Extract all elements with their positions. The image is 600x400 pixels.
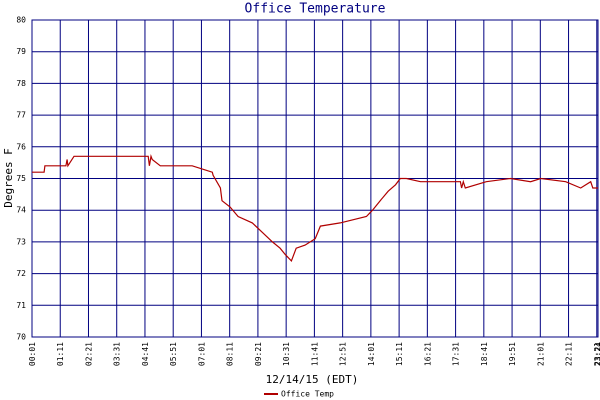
x-tick-label: 22:11 (565, 342, 574, 366)
x-tick-label: 15:11 (395, 342, 404, 366)
x-tick-label: 17:31 (452, 342, 461, 366)
data-line (32, 154, 598, 262)
y-tick-label: 72 (16, 269, 26, 278)
x-tick-label: 23:24 (594, 342, 600, 366)
y-tick-label: 77 (16, 111, 26, 120)
x-tick-label: 18:41 (480, 342, 489, 366)
x-tick-label: 07:01 (197, 342, 206, 366)
x-tick-label: 19:51 (508, 342, 517, 366)
x-tick-label: 16:21 (423, 342, 432, 366)
y-tick-label: 78 (16, 79, 26, 88)
x-tick-label: 14:01 (367, 342, 376, 366)
y-tick-label: 74 (16, 206, 26, 215)
x-tick-label: 04:41 (141, 342, 150, 366)
y-tick-label: 71 (16, 301, 26, 310)
x-tick-label: 12:51 (339, 342, 348, 366)
y-tick-label: 73 (16, 237, 26, 246)
x-tick-label: 00:01 (28, 342, 37, 366)
y-tick-label: 70 (16, 333, 26, 342)
x-tick-label: 10:31 (282, 342, 291, 366)
y-tick-label: 75 (16, 174, 26, 183)
y-tick-label: 76 (16, 142, 26, 151)
legend-label: Office Temp (281, 390, 334, 399)
x-tick-label: 01:11 (56, 342, 65, 366)
y-tick-label: 80 (16, 16, 26, 25)
x-tick-label: 03:31 (113, 342, 122, 366)
x-tick-label: 09:21 (254, 342, 263, 366)
chart-title: Office Temperature (245, 2, 386, 17)
x-tick-label: 11:41 (310, 342, 319, 366)
x-tick-label: 05:51 (169, 342, 178, 366)
x-tick-label: 23:21 (593, 342, 600, 366)
x-axis-label: 12/14/15 (EDT) (266, 373, 359, 386)
y-axis-label: Degrees F (2, 148, 15, 208)
x-tick-label: 21:01 (536, 342, 545, 366)
y-tick-label: 79 (16, 47, 26, 56)
x-tick-label: 02:21 (84, 342, 93, 366)
x-tick-label: 08:11 (226, 342, 235, 366)
